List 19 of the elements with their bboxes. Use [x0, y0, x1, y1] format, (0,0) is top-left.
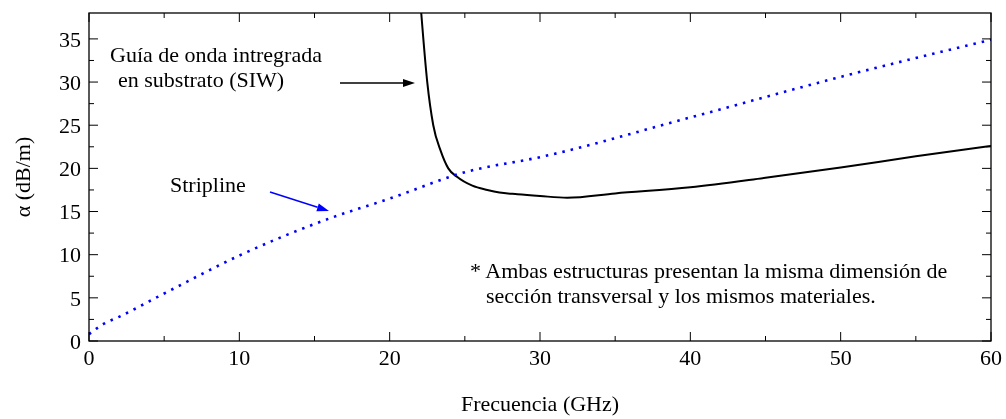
- x-axis-title: Frecuencia (GHz): [460, 391, 620, 416]
- annotation: Stripline: [170, 172, 246, 197]
- y-tick-label: 10: [59, 242, 81, 268]
- x-tick-label: 20: [378, 345, 401, 370]
- x-tick-label: 10: [228, 345, 251, 370]
- y-tick-label: 35: [59, 26, 81, 52]
- x-tick-label: 60: [980, 345, 1002, 370]
- y-tick-label: 20: [59, 156, 81, 182]
- annotation: * Ambas estructuras presentan la misma dimensión de sección transversal y los mismos materiales.: [470, 258, 948, 308]
- y-axis-title: α (dB/m): [10, 136, 35, 218]
- x-tick-label: 30: [529, 345, 551, 370]
- y-tick-label: 30: [59, 69, 81, 95]
- x-tick-label: 50: [829, 345, 852, 370]
- x-tick-label: 40: [679, 345, 702, 370]
- y-tick-label: 5: [70, 285, 81, 311]
- y-tick-label: 0: [70, 328, 81, 354]
- annotation: Guía de onda intregrada en substrato (SIW): [110, 42, 323, 92]
- y-tick-label: 25: [59, 112, 81, 138]
- y-tick-label: 15: [59, 199, 81, 225]
